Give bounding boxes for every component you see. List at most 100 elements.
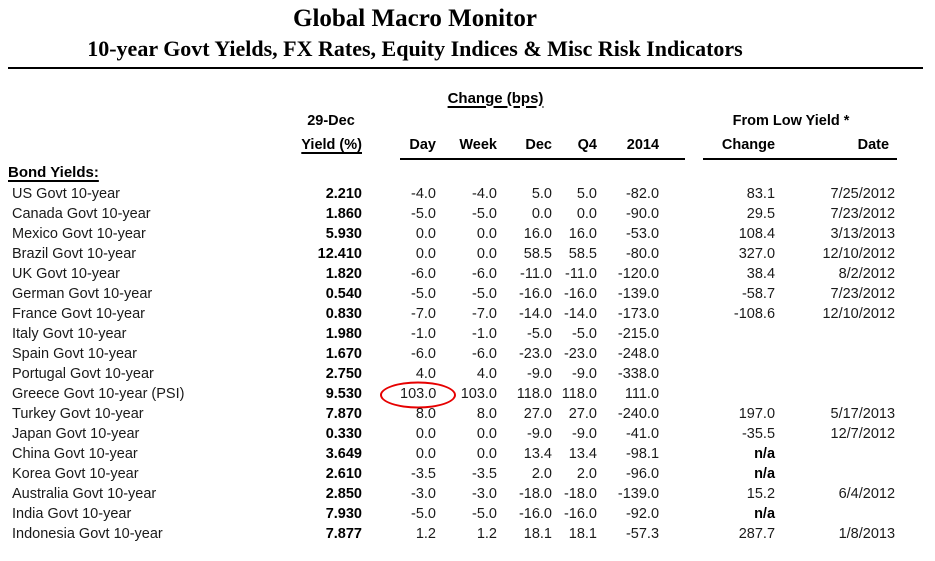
q4-change-cell: -5.0 (572, 326, 597, 342)
year-2014-change-cell: -41.0 (625, 426, 660, 442)
from-low-date-cell: 12/10/2012 (822, 246, 896, 262)
q4-change-cell: 0.0 (576, 206, 597, 222)
column-header-row: Yield (%) Day Week Dec Q4 2014 Change Da… (8, 131, 923, 160)
week-change-cell: 8.0 (476, 406, 497, 422)
country-label: Mexico Govt 10-year (12, 226, 146, 242)
year-2014-change-cell: -96.0 (625, 466, 660, 482)
from-low-date-cell (777, 504, 897, 524)
year-2014-change-cell: -139.0 (617, 286, 660, 302)
group-header-row: Change (bps) (8, 85, 923, 111)
dec-change-cell: -23.0 (518, 346, 552, 362)
q4-change-cell: 58.5 (568, 246, 597, 262)
yield-value-cell: 0.330 (325, 426, 362, 442)
day-change-cell: 4.0 (415, 366, 436, 382)
table-row: German Govt 10-year 0.540 -5.0 -5.0 -16.… (8, 284, 923, 304)
yield-value-cell: 1.670 (325, 346, 362, 362)
from-low-date-cell: 12/10/2012 (822, 306, 896, 322)
dec-change-cell: 5.0 (531, 186, 552, 202)
year-2014-column-header: 2014 (599, 131, 662, 160)
dec-change-cell: -11.0 (520, 266, 552, 282)
from-low-change-cell: 83.1 (746, 186, 776, 202)
day-change-cell: -3.0 (411, 486, 436, 502)
from-low-change-cell: -108.6 (733, 306, 776, 322)
table-row: US Govt 10-year 2.210 -4.0 -4.0 5.0 5.0 … (8, 184, 923, 204)
subgroup-header-row: 29-Dec From Low Yield * (8, 111, 923, 131)
from-low-date-cell: 8/2/2012 (838, 266, 896, 282)
country-label: France Govt 10-year (12, 306, 145, 322)
from-low-date-cell: 6/4/2012 (838, 486, 896, 502)
week-change-cell: -6.0 (472, 266, 497, 282)
table-row: Spain Govt 10-year 1.670 -6.0 -6.0 -23.0… (8, 344, 923, 364)
yield-value-cell: 1.820 (325, 266, 362, 282)
from-low-change-cell: 287.7 (738, 526, 776, 542)
week-change-cell: 4.0 (476, 366, 497, 382)
date-column-header: Date (777, 131, 898, 160)
week-change-cell: -1.0 (472, 326, 497, 342)
table-row: Mexico Govt 10-year 5.930 0.0 0.0 16.0 1… (8, 224, 923, 244)
year-2014-change-cell: -98.1 (625, 446, 660, 462)
country-label: India Govt 10-year (12, 506, 132, 522)
from-low-change-cell: -58.7 (741, 286, 776, 302)
dec-change-cell: -9.0 (527, 426, 552, 442)
year-2014-change-cell: -338.0 (617, 366, 660, 382)
country-label: Spain Govt 10-year (12, 346, 137, 362)
country-label: Brazil Govt 10-year (12, 246, 137, 262)
day-change-cell: -6.0 (411, 346, 436, 362)
dec-change-cell: 0.0 (531, 206, 552, 222)
change-column-header: Change (703, 131, 778, 160)
from-low-date-cell: 7/25/2012 (830, 186, 896, 202)
year-2014-change-cell: -92.0 (625, 506, 660, 522)
table-row: Australia Govt 10-year 2.850 -3.0 -3.0 -… (8, 484, 923, 504)
year-2014-change-cell: -240.0 (617, 406, 660, 422)
from-low-yield-group-header: From Low Yield * (732, 113, 850, 129)
from-low-date-cell (777, 444, 897, 464)
from-low-change-cell (703, 344, 777, 364)
table-row: Canada Govt 10-year 1.860 -5.0 -5.0 0.0 … (8, 204, 923, 224)
yield-value-cell: 2.210 (325, 186, 362, 202)
from-low-change-cell: 38.4 (746, 266, 776, 282)
country-label: Australia Govt 10-year (12, 486, 157, 502)
table-body: Bond Yields: US Govt 10-year 2.210 -4.0 … (8, 159, 923, 544)
week-change-cell: 0.0 (476, 226, 497, 242)
from-low-change-cell (703, 384, 777, 404)
q4-change-cell: -11.0 (565, 266, 597, 282)
day-change-cell: 103.0 (380, 381, 456, 409)
q4-column-header: Q4 (554, 131, 599, 160)
week-change-cell: 1.2 (476, 526, 497, 542)
yield-value-cell: 1.980 (325, 326, 362, 342)
from-low-date-cell (777, 324, 897, 344)
yield-value-cell: 7.930 (325, 506, 362, 522)
yield-value-cell: 2.850 (325, 486, 362, 502)
from-low-change-cell: 29.5 (746, 206, 776, 222)
page-title: Global Macro Monitor (293, 5, 537, 32)
table-row: Korea Govt 10-year 2.610 -3.5 -3.5 2.0 2… (8, 464, 923, 484)
yield-value-cell: 2.750 (325, 366, 362, 382)
from-low-date-cell: 3/13/2013 (830, 226, 896, 242)
q4-change-cell: -16.0 (563, 286, 597, 302)
from-low-change-cell: n/a (754, 466, 776, 482)
from-low-change-cell: 327.0 (738, 246, 776, 262)
week-change-cell: -5.0 (472, 286, 497, 302)
dec-change-cell: 13.4 (523, 446, 552, 462)
year-2014-change-cell: -120.0 (617, 266, 660, 282)
table-row: China Govt 10-year 3.649 0.0 0.0 13.4 13… (8, 444, 923, 464)
dec-change-cell: -16.0 (518, 286, 552, 302)
from-low-change-cell: 108.4 (738, 226, 776, 242)
country-label: Japan Govt 10-year (12, 426, 140, 442)
from-low-date-cell (777, 364, 897, 384)
country-label: China Govt 10-year (12, 446, 138, 462)
week-column-header: Week (438, 131, 499, 160)
week-change-cell: 0.0 (476, 446, 497, 462)
country-label: Indonesia Govt 10-year (12, 526, 163, 542)
from-low-change-cell: -35.5 (741, 426, 776, 442)
from-low-change-cell: n/a (754, 506, 776, 522)
week-change-cell: -5.0 (472, 206, 497, 222)
country-label: Portugal Govt 10-year (12, 366, 154, 382)
yield-value-cell: 2.610 (325, 466, 362, 482)
day-change-cell: -5.0 (411, 206, 436, 222)
dec-change-cell: -5.0 (527, 326, 552, 342)
year-2014-change-cell: -248.0 (617, 346, 660, 362)
week-change-cell: -4.0 (472, 186, 497, 202)
day-change-cell: 0.0 (415, 446, 436, 462)
